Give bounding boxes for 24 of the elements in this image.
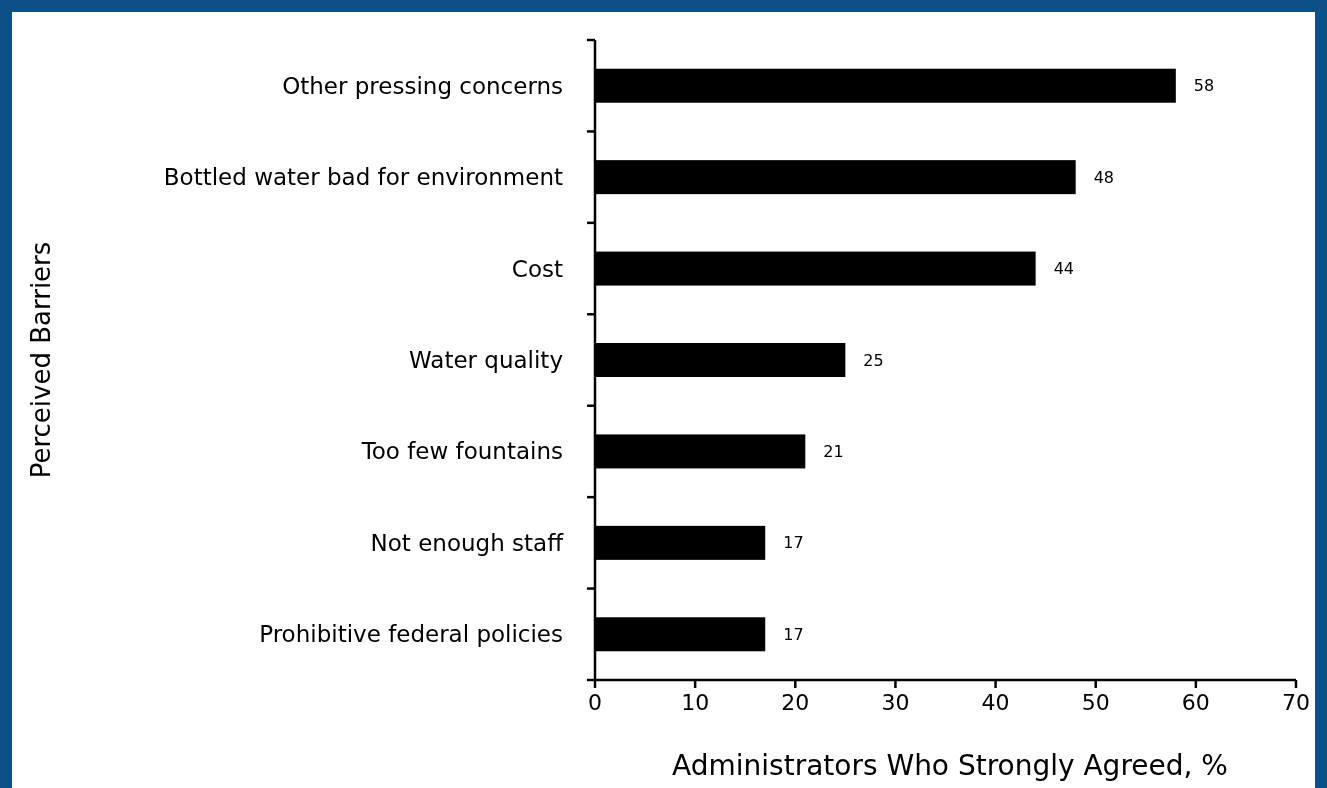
data-label: 17	[783, 624, 804, 644]
data-label: 17	[783, 533, 804, 553]
x-tick-label: 70	[1282, 690, 1310, 715]
x-tick-label: 50	[1081, 690, 1110, 715]
data-label: 25	[863, 350, 884, 370]
data-label: 58	[1193, 76, 1215, 96]
data-label: 21	[823, 442, 844, 462]
x-tick-label: 60	[1181, 690, 1210, 715]
y-tick-label: Other pressing concerns	[282, 72, 563, 99]
x-axis-title: Administrators Who Strongly Agreed, %	[672, 749, 1228, 782]
x-tick-label: 10	[681, 690, 710, 715]
y-tick-label: Water quality	[409, 347, 563, 374]
data-label: 48	[1093, 167, 1115, 187]
y-tick-label: Cost	[511, 255, 563, 282]
x-tick-label: 20	[781, 690, 810, 715]
data-label: 44	[1053, 259, 1074, 279]
y-tick-label: Prohibitive federal policies	[259, 621, 563, 648]
y-axis-title: Perceived Barriers	[26, 241, 56, 479]
y-tick-label: Too few fountains	[360, 438, 563, 465]
y-tick-label: Not enough staff	[370, 529, 565, 556]
x-tick-label: 0	[588, 690, 602, 715]
x-tick-label: 30	[881, 690, 910, 715]
y-tick-label: Bottled water bad for environment	[163, 164, 563, 191]
x-tick-label: 40	[981, 690, 1010, 715]
